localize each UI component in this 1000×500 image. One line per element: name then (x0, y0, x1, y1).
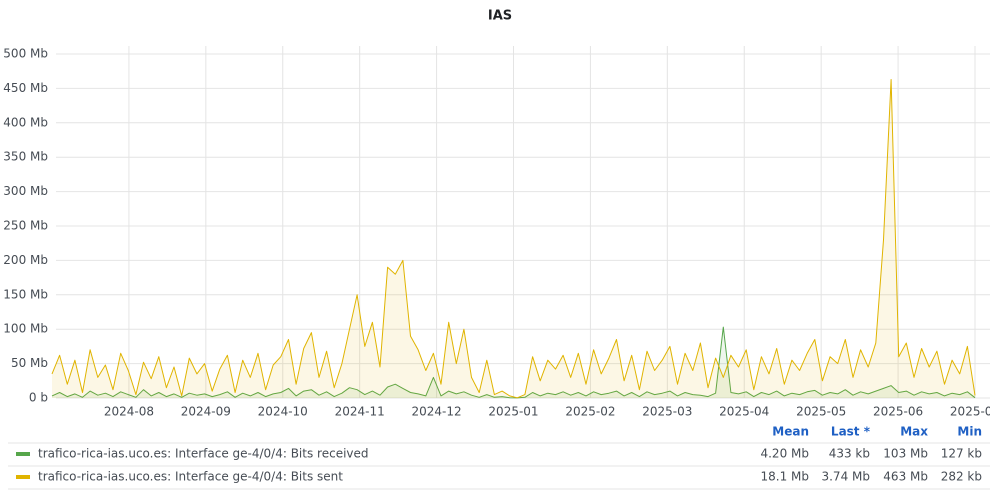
x-tick-label: 2025-06 (873, 405, 923, 419)
y-tick-label: 250 Mb (3, 219, 48, 233)
y-tick-label: 150 Mb (3, 287, 48, 301)
series-line (51, 79, 976, 399)
x-tick-label: 2025-05 (796, 405, 846, 419)
y-tick-label: 100 Mb (3, 322, 48, 336)
x-tick-label: 2024-10 (258, 405, 308, 419)
legend-value: 3.74 Mb (821, 470, 870, 484)
x-tick-label: 2025-04 (719, 405, 769, 419)
legend-value: 282 kb (941, 470, 982, 484)
legend-value: 4.20 Mb (760, 447, 809, 461)
legend-header: Mean (772, 425, 809, 439)
legend-label: trafico-rica-ias.uco.es: Interface ge-4/… (38, 447, 369, 461)
y-tick-label: 200 Mb (3, 253, 48, 267)
x-tick-label: 2024-09 (181, 405, 231, 419)
legend-header: Last * (831, 425, 871, 439)
series-line (51, 326, 976, 399)
grid (56, 46, 990, 399)
chart-title: IAS (488, 9, 512, 24)
legend-value: 433 kb (829, 447, 870, 461)
legend-value: 127 kb (941, 447, 982, 461)
legend-value: 18.1 Mb (760, 470, 809, 484)
plot-area: 2024-08 2024-09 2024-10 2024-11 2024-12 2025-… (51, 79, 1000, 419)
x-tick-label: 2025-01 (488, 405, 538, 419)
y-tick-label: 400 Mb (3, 115, 48, 129)
y-tick-label: 450 Mb (3, 81, 48, 95)
y-tick-label: 300 Mb (3, 184, 48, 198)
y-tick-label: 350 Mb (3, 150, 48, 164)
x-tick-label: 2024-11 (335, 405, 385, 419)
legend-header: Min (957, 425, 982, 439)
y-tick-label: 50 Mb (11, 356, 48, 370)
legend-header: Max (900, 425, 928, 439)
x-tick-label: 2025-07 (950, 405, 1000, 419)
series-area (52, 79, 975, 398)
legend-value: 463 Mb (883, 470, 928, 484)
x-tick-label: 2025-02 (565, 405, 615, 419)
x-tick-label: 2025-03 (642, 405, 692, 419)
y-tick-label: 500 Mb (3, 47, 48, 61)
x-tick-label: 2024-08 (104, 405, 154, 419)
legend-value: 103 Mb (883, 447, 928, 461)
legend: Mean Last * Max Min trafico-rica-ias.uco.es:… (8, 425, 990, 490)
y-tick-label: 0 b (29, 391, 48, 405)
x-tick-label: 2024-12 (412, 405, 462, 419)
legend-label: trafico-rica-ias.uco.es: Interface ge-4/… (38, 470, 343, 484)
